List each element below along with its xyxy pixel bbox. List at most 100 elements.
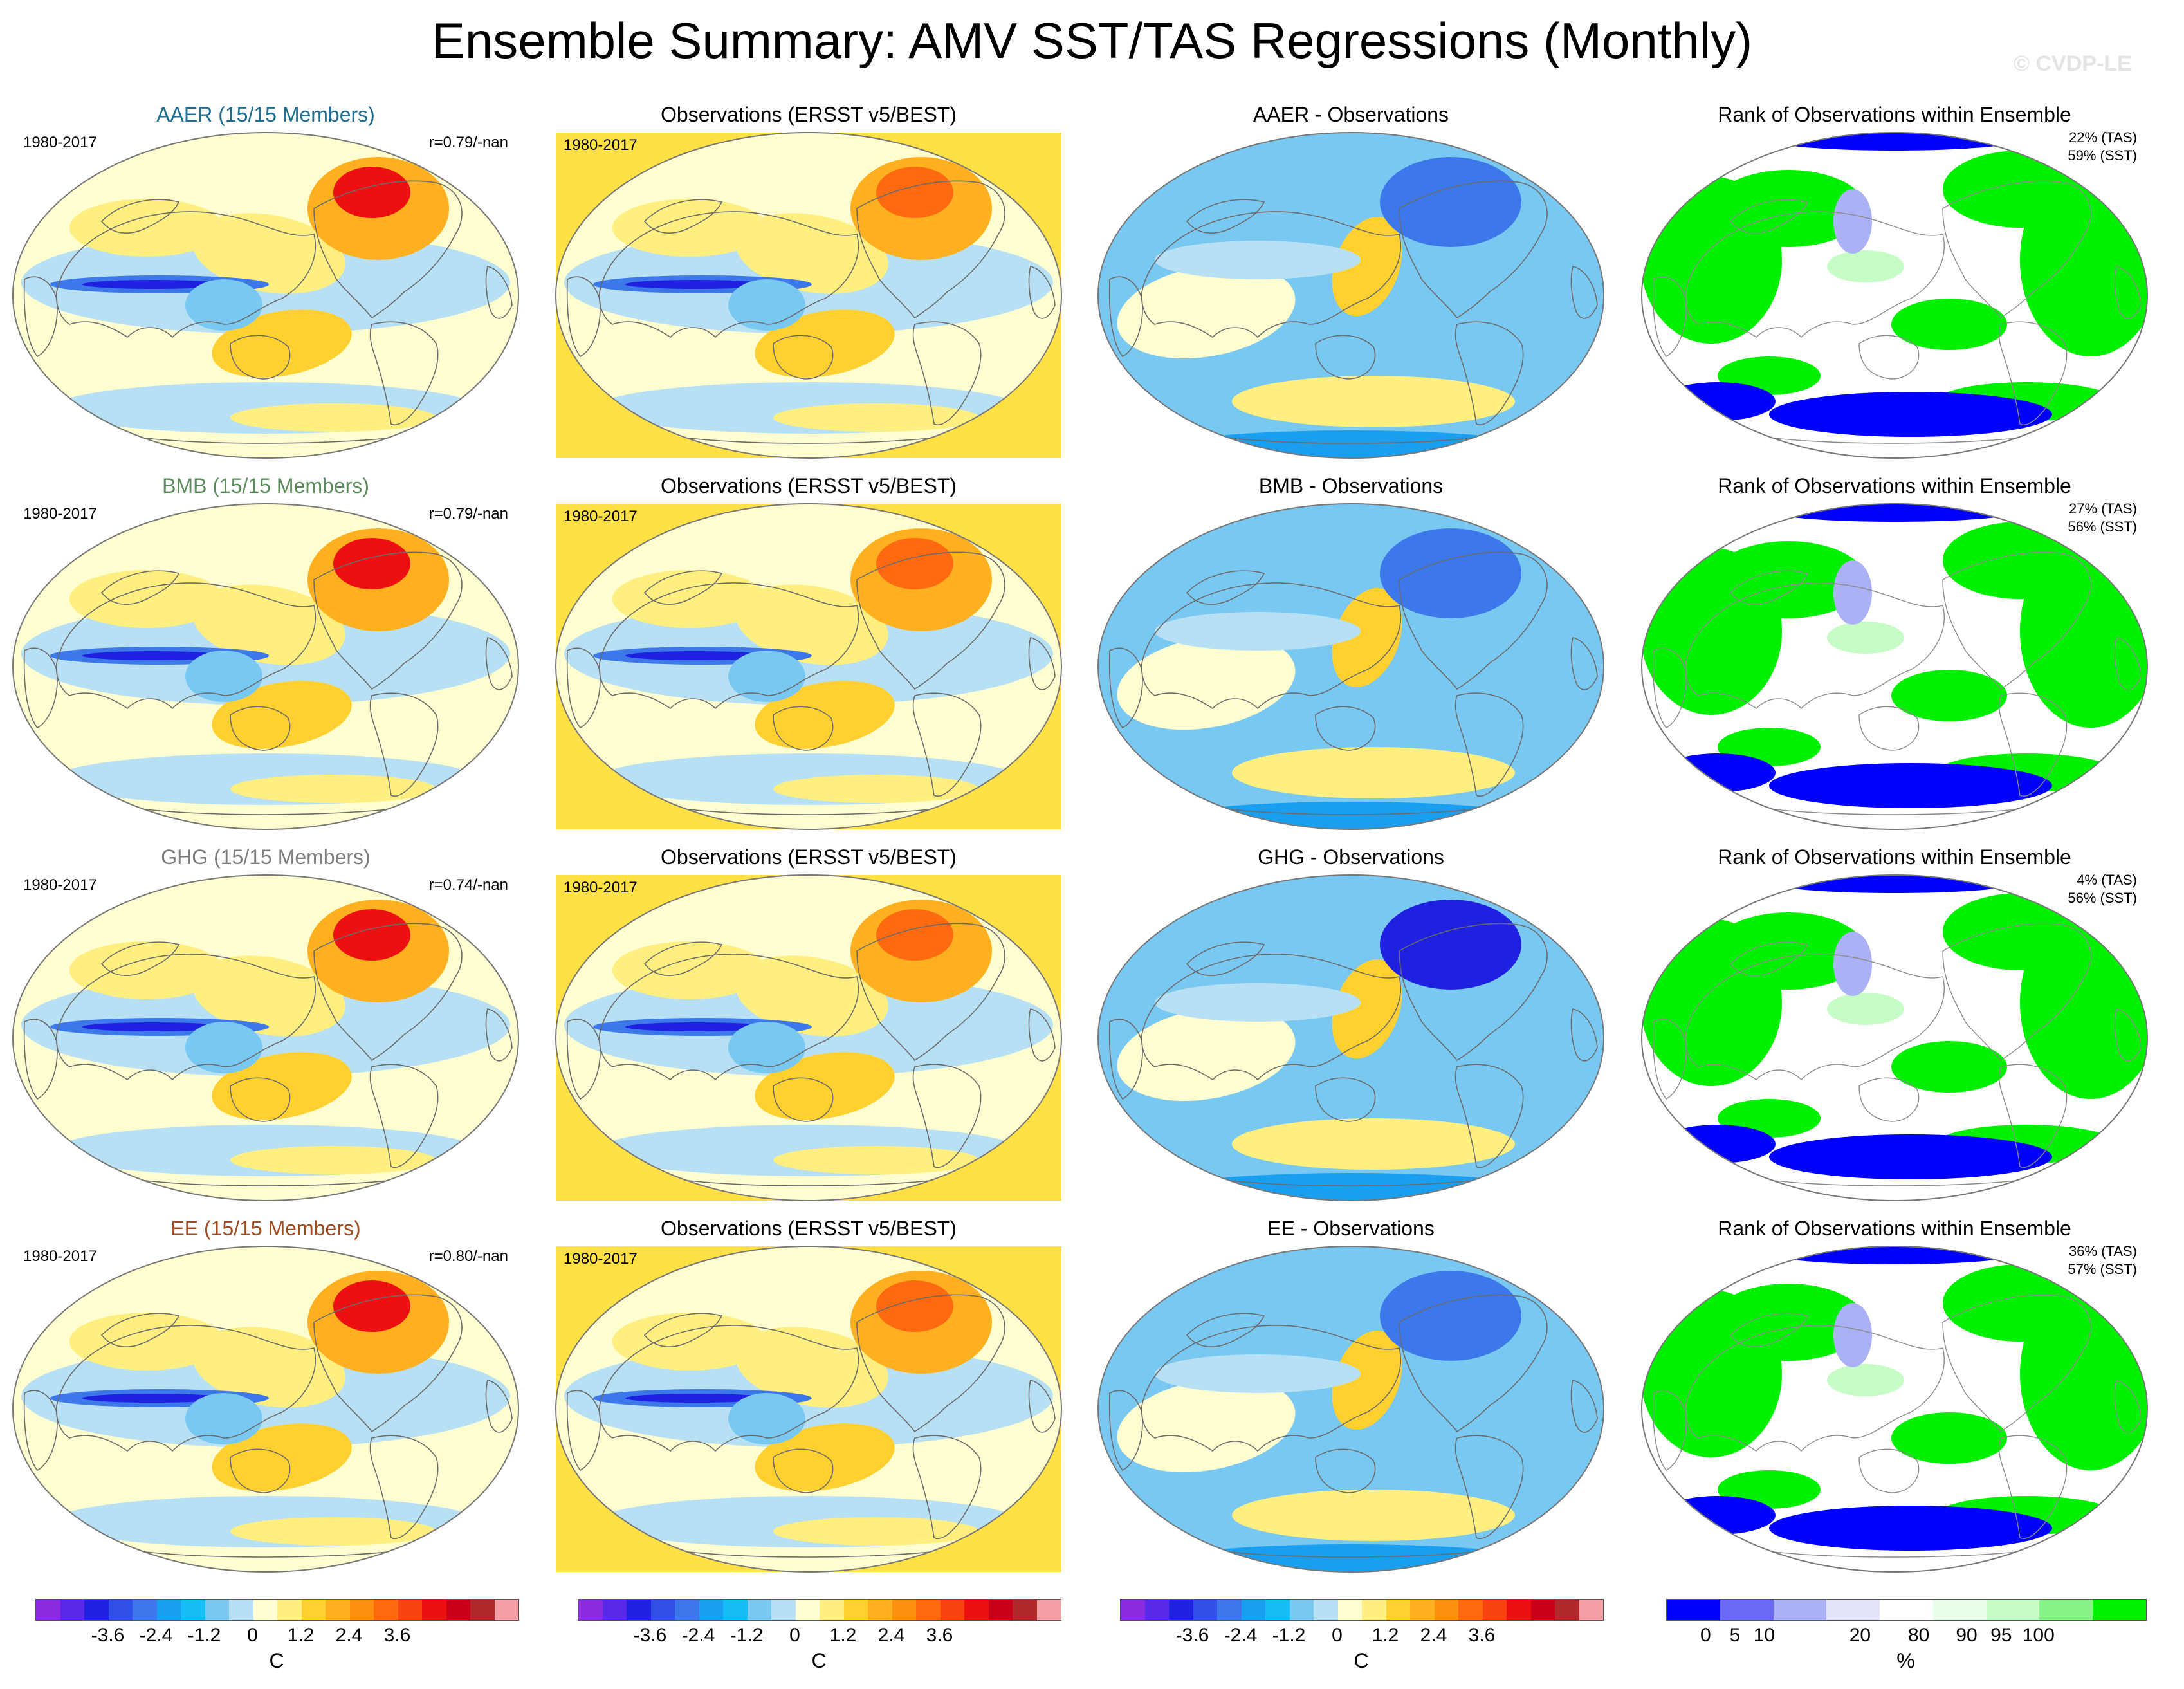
continent-outline-asia [55, 954, 316, 1081]
panel-rank-row-4: Rank of Observations within Ensemble 36% … [1640, 1217, 2149, 1577]
globe-outline [1641, 132, 2148, 459]
map-field [1098, 133, 1604, 458]
continent-outline-europe [643, 941, 723, 976]
colorbar-unit: C [811, 1649, 827, 1672]
correlation-label: r=0.74/-nan [428, 876, 508, 894]
colorbar-tick-label: -2.4 [1224, 1625, 1258, 1646]
negative-anomaly [1380, 528, 1521, 618]
panel-title: Rank of Observations within Ensemble [1718, 1217, 2071, 1240]
colorbar-swatch [771, 1600, 796, 1620]
equatorial-cold-core [625, 651, 767, 660]
continent-outline-europe [1730, 941, 1809, 976]
colorbar-swatch [1932, 1600, 1987, 1620]
continent-outline-asia [1684, 582, 1945, 709]
colorbar-swatch [699, 1600, 723, 1620]
colorbar-swatch [964, 1600, 989, 1620]
map-area [1097, 1245, 1605, 1573]
rank-0-region [1660, 1125, 1776, 1163]
globe-outline [1097, 132, 1604, 459]
colorbar-swatch [494, 1600, 518, 1620]
warm-atlantic [333, 909, 410, 961]
colorbar-swatch [940, 1600, 964, 1620]
tas-rank: 22% (TAS) [2069, 129, 2137, 145]
panel-diff-row-2: BMB - Observations [1097, 474, 1605, 835]
continent-outline-north-america [1942, 180, 2091, 318]
continent-outline-asia [598, 954, 859, 1081]
continent-outline-south-america [1454, 321, 1524, 425]
southern-ocean-warm [773, 1146, 979, 1174]
panel-model-row-1: AAER (15/15 Members) 1980-2017 r=0.79/-nan [12, 103, 520, 463]
colorbar-tick-label: 3.6 [926, 1625, 953, 1646]
colorbar-swatch [1337, 1600, 1362, 1620]
colorbar-swatch [892, 1600, 916, 1620]
continent-outline-australia [230, 1448, 291, 1493]
colorbar-swatch [84, 1600, 109, 1620]
continent-outline-south-america [369, 1435, 439, 1539]
colorbar-swatch [229, 1600, 253, 1620]
colorbar-swatch [1880, 1600, 1933, 1620]
continent-outline-asia [1684, 954, 1945, 1080]
rank-100-region [1891, 299, 2007, 350]
rank-10-region [1833, 189, 1872, 254]
continent-outline-australia [230, 706, 291, 751]
continent-outline-australia [773, 335, 834, 380]
positive-anomaly [1332, 1330, 1402, 1430]
continent-outline-africa [1108, 1380, 1598, 1472]
colorbar-tick-label: 0 [789, 1625, 800, 1646]
continent-outline-africa [1652, 637, 2142, 728]
globe-outline [1641, 1246, 2148, 1573]
continent-outline-africa [566, 637, 1056, 729]
colorbar-swatch [1434, 1600, 1458, 1620]
continent-outline-north-america [1942, 923, 2091, 1061]
continent-outline-europe [1186, 1313, 1265, 1347]
negative-anomaly [1380, 157, 1521, 247]
equatorial-cold-core [625, 1022, 767, 1031]
colorbar-swatch [1169, 1600, 1193, 1620]
sst-rank: 59% (SST) [2068, 147, 2137, 163]
continent-outline-australia [1858, 335, 1920, 380]
colorbar-tick-label: -1.2 [730, 1625, 764, 1646]
colorbar-tick-label: 0 [1700, 1625, 1711, 1646]
continent-outline-africa [566, 1380, 1056, 1472]
panel-model-row-3: GHG (15/15 Members) 1980-2017 r=0.74/-nan [12, 845, 520, 1206]
east-pacific-cool [728, 651, 805, 702]
panel-title: Rank of Observations within Ensemble [1718, 474, 2071, 497]
map-area [1640, 874, 2149, 1202]
colorbar-swatch [602, 1600, 627, 1620]
continent-outline-north-america [313, 1294, 463, 1433]
globe-outline [1641, 503, 2148, 830]
colorbar-tick-label: -2.4 [139, 1625, 173, 1646]
continent-outline-australia [773, 1448, 834, 1493]
continent-outline-south-america [912, 321, 982, 425]
continent-outline-australia [230, 1077, 291, 1122]
continent-outline-africa [1652, 1008, 2142, 1100]
colorbar-swatch [108, 1600, 133, 1620]
rank-10-region [1833, 1303, 1872, 1367]
continent-outline-south-america [369, 1064, 439, 1168]
continent-outline-south-america [1454, 692, 1524, 797]
map-field [556, 1246, 1061, 1572]
sst-rank: 57% (SST) [2068, 1261, 2137, 1277]
tas-rank: 27% (TAS) [2069, 501, 2137, 517]
positive-anomaly [1232, 747, 1515, 798]
colorbar-swatch [1193, 1600, 1217, 1620]
panel-title: Observations (ERSST v5/BEST) [661, 845, 957, 869]
map-area [1640, 503, 2149, 831]
continent-outline-north-america [1399, 180, 1548, 319]
map-area: 1980-2017 [555, 503, 1063, 831]
regression-map [12, 1246, 519, 1573]
southern-ocean-warm [230, 403, 436, 432]
rank-10-region [1833, 560, 1872, 625]
colorbar-swatch [205, 1600, 229, 1620]
period-label: 1980-2017 [23, 1248, 97, 1265]
positive-anomaly [1332, 216, 1402, 317]
continent-outline-asia [55, 211, 316, 338]
regression-map [1097, 1246, 1604, 1573]
continent-outline-europe [1186, 570, 1265, 605]
rank-100-region [1711, 170, 1866, 247]
continent-outline-africa [1108, 1008, 1598, 1100]
colorbar-swatch [578, 1600, 603, 1620]
continent-outline-north-america [313, 923, 463, 1062]
globe-outline [555, 132, 1062, 459]
colorbar-tick-label: 80 [1907, 1625, 1930, 1646]
